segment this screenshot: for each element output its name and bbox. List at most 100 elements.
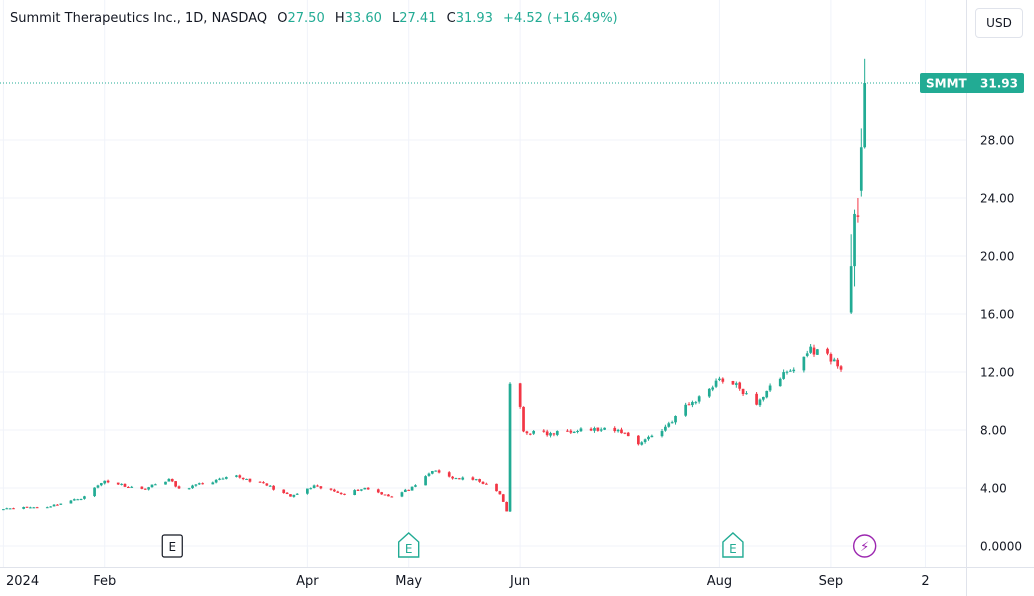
candle: [518, 382, 522, 409]
candle-body: [670, 422, 674, 424]
candle-body: [478, 479, 481, 482]
candle-body: [410, 486, 414, 491]
candle: [451, 475, 454, 480]
candle-body: [863, 83, 867, 148]
candle-body: [674, 415, 677, 423]
candle: [447, 471, 451, 478]
candle-body: [454, 478, 458, 480]
last-price-value: 31.93: [980, 77, 1018, 91]
candle: [697, 395, 701, 404]
candle: [745, 391, 748, 395]
candle: [596, 427, 600, 432]
candle: [221, 477, 225, 480]
candle-body: [93, 487, 96, 497]
candle-body: [167, 478, 171, 482]
candle-body: [154, 484, 157, 486]
x-tick-label: May: [395, 574, 422, 589]
candle-body: [589, 428, 593, 431]
candle-body: [309, 488, 313, 490]
candle-body: [356, 489, 360, 491]
earnings-event-label: E: [168, 540, 176, 554]
candle: [437, 469, 441, 474]
candle: [660, 428, 664, 438]
candle-body: [613, 427, 617, 432]
dividend-event-label: ⚡: [860, 540, 869, 555]
candle: [687, 402, 691, 406]
candle: [691, 400, 694, 408]
symbol-title: Summit Therapeutics Inc., 1D, NASDAQ: [10, 11, 268, 26]
candle-body: [319, 486, 323, 489]
candle-body: [660, 431, 664, 437]
candle-body: [437, 470, 441, 473]
candle: [566, 429, 569, 432]
candle-body: [650, 435, 654, 438]
candle: [289, 494, 292, 497]
candle: [22, 506, 25, 510]
y-tick-label: 28.00: [980, 134, 1014, 148]
candle-body: [2, 509, 5, 511]
candle: [454, 477, 458, 480]
candle-body: [187, 488, 191, 490]
candle: [103, 480, 107, 485]
candle: [403, 488, 407, 493]
y-tick-label: 0.0000: [980, 540, 1022, 554]
candle: [545, 429, 549, 437]
candle: [650, 434, 654, 438]
candle-body: [403, 489, 407, 493]
candle: [96, 484, 100, 489]
candle: [154, 483, 157, 486]
low-label: L: [392, 11, 400, 26]
candle-body: [69, 500, 73, 504]
candle: [29, 506, 32, 509]
x-tick-label: Jun: [509, 574, 530, 589]
candle: [626, 431, 630, 437]
candle: [826, 347, 829, 356]
candle: [150, 484, 154, 488]
close-label: C: [446, 11, 456, 26]
currency-button[interactable]: USD: [975, 8, 1023, 38]
candle-body: [390, 496, 394, 498]
candle-body: [22, 507, 25, 509]
candle-body: [616, 429, 620, 432]
candle-body: [333, 489, 336, 492]
candle-body: [32, 507, 36, 509]
x-tick-label: Feb: [93, 574, 116, 589]
candle-body: [549, 433, 552, 436]
candle: [197, 482, 201, 485]
candle: [856, 198, 860, 223]
candle-body: [106, 480, 110, 483]
candle: [282, 489, 286, 494]
candle-body: [400, 492, 404, 497]
candle-body: [687, 404, 691, 406]
candle-body: [731, 380, 735, 385]
candle: [765, 390, 769, 399]
candle-body: [785, 371, 789, 373]
candle: [802, 356, 806, 373]
candle: [792, 367, 796, 373]
candle: [292, 494, 296, 498]
x-tick-label: 2024: [6, 574, 39, 589]
candle-body: [76, 499, 80, 501]
candle-body: [741, 388, 745, 395]
candle-body: [718, 378, 721, 381]
earnings-event-icon: [161, 534, 183, 558]
candle-body: [593, 428, 596, 431]
candle: [778, 377, 782, 387]
candle-body: [83, 496, 86, 499]
candle-body: [306, 488, 309, 494]
change-value: +4.52 (+16.49%): [503, 11, 618, 26]
open-label: O: [277, 11, 288, 26]
candle: [336, 490, 340, 493]
candle-body: [694, 402, 698, 404]
open-value: 27.50: [287, 11, 325, 26]
candle-body: [376, 489, 380, 493]
candle-body: [508, 383, 512, 512]
candle-body: [282, 489, 286, 493]
candle: [248, 478, 252, 483]
candle-body: [481, 481, 485, 484]
low-value: 27.41: [399, 11, 437, 26]
candle-body: [755, 393, 758, 405]
candle-body: [289, 494, 292, 497]
candle: [816, 348, 819, 355]
